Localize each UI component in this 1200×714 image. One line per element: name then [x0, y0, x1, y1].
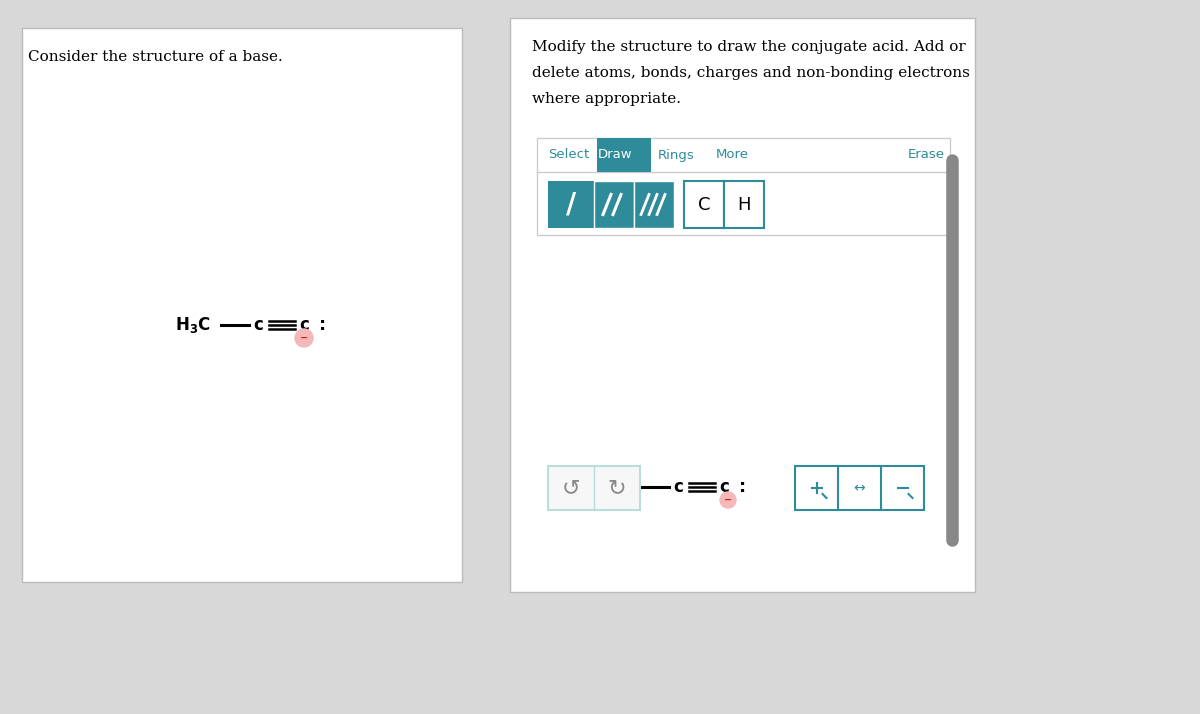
Text: $\mathbf{c}$: $\mathbf{c}$	[253, 316, 264, 334]
Bar	[598, 138, 650, 172]
Bar	[796, 466, 924, 510]
Text: $\mathbf{:}$: $\mathbf{:}$	[734, 478, 745, 496]
Text: ↔: ↔	[853, 481, 865, 495]
Circle shape	[720, 492, 736, 508]
Text: Select: Select	[548, 149, 589, 161]
Bar	[548, 466, 640, 510]
Circle shape	[295, 329, 313, 347]
Text: Modify the structure to draw the conjugate acid. Add or: Modify the structure to draw the conjuga…	[532, 40, 966, 54]
Bar	[538, 138, 950, 235]
Bar	[594, 181, 634, 228]
Text: $\mathbf{c}$: $\mathbf{c}$	[673, 478, 684, 496]
Text: H: H	[737, 196, 751, 213]
Text: $\mathbf{H_3C}$: $\mathbf{H_3C}$	[595, 477, 631, 497]
Text: More: More	[716, 149, 749, 161]
Text: delete atoms, bonds, charges and non-bonding electrons: delete atoms, bonds, charges and non-bon…	[532, 66, 970, 80]
Text: $\mathbf{H_3C}$: $\mathbf{H_3C}$	[175, 315, 211, 335]
Text: /: /	[566, 191, 576, 218]
Bar	[510, 18, 974, 592]
Text: Erase: Erase	[908, 149, 946, 161]
Bar	[548, 181, 594, 228]
Bar	[22, 28, 462, 582]
Text: $\mathbf{:}$: $\mathbf{:}$	[314, 316, 325, 334]
Text: Draw: Draw	[598, 149, 632, 161]
Text: $\mathbf{c}$: $\mathbf{c}$	[299, 316, 310, 334]
Text: $\mathbf{c}$: $\mathbf{c}$	[719, 478, 730, 496]
Text: −: −	[300, 333, 308, 343]
Text: ↺: ↺	[562, 478, 581, 498]
Text: Consider the structure of a base.: Consider the structure of a base.	[28, 50, 283, 64]
Text: Rings: Rings	[658, 149, 695, 161]
Bar	[724, 181, 764, 228]
Text: C: C	[697, 196, 710, 213]
Bar	[684, 181, 724, 228]
Bar	[634, 181, 674, 228]
Text: −: −	[724, 495, 732, 505]
Text: where appropriate.: where appropriate.	[532, 92, 682, 106]
Text: ↻: ↻	[607, 478, 626, 498]
